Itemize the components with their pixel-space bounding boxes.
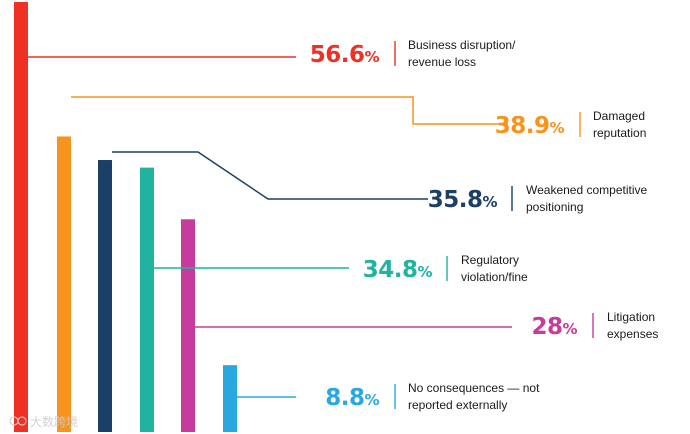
connectors-group (28, 56, 512, 398)
value-label-3: 35.8% (428, 187, 498, 213)
bar-6 (223, 365, 237, 432)
labels-group: 56.6% Business disruption/revenue loss 38.… (310, 38, 659, 412)
category-label-5-line-1: Litigation (607, 310, 655, 324)
connector-line-3 (112, 151, 428, 200)
bar-1 (14, 2, 28, 432)
value-label-4: 34.8% (363, 257, 433, 283)
watermark-text: 大数跨境 (30, 414, 78, 429)
bar-3 (98, 160, 112, 433)
category-label-2-line-2: reputation (593, 126, 646, 140)
category-label-1-line-2: revenue loss (408, 55, 476, 69)
bar-4 (140, 167, 154, 432)
category-label-6-line-2: reported externally (408, 398, 507, 412)
category-label-1-line-1: Business disruption/ (408, 38, 516, 52)
category-label-6-line-1: No consequences — not (408, 381, 540, 395)
bar-2 (57, 136, 71, 432)
watermark: 大数跨境 (9, 414, 78, 429)
brand-logo-icon (9, 416, 27, 426)
category-label-2-line-1: Damaged (593, 109, 645, 123)
value-label-6: 8.8% (325, 385, 379, 411)
category-label-3-line-1: Weakened competitive (526, 183, 648, 197)
category-label-3-line-2: positioning (526, 200, 583, 214)
bars-group (14, 2, 237, 433)
bar-5 (181, 219, 195, 432)
value-label-5: 28% (531, 314, 577, 340)
category-label-4-line-2: violation/fine (461, 270, 528, 284)
category-label-4-line-1: Regulatory (461, 253, 519, 267)
category-label-5-line-2: expenses (607, 327, 658, 341)
connector-line-2 (71, 96, 508, 125)
value-label-2: 38.9% (495, 113, 565, 139)
value-label-1: 56.6% (310, 42, 380, 68)
